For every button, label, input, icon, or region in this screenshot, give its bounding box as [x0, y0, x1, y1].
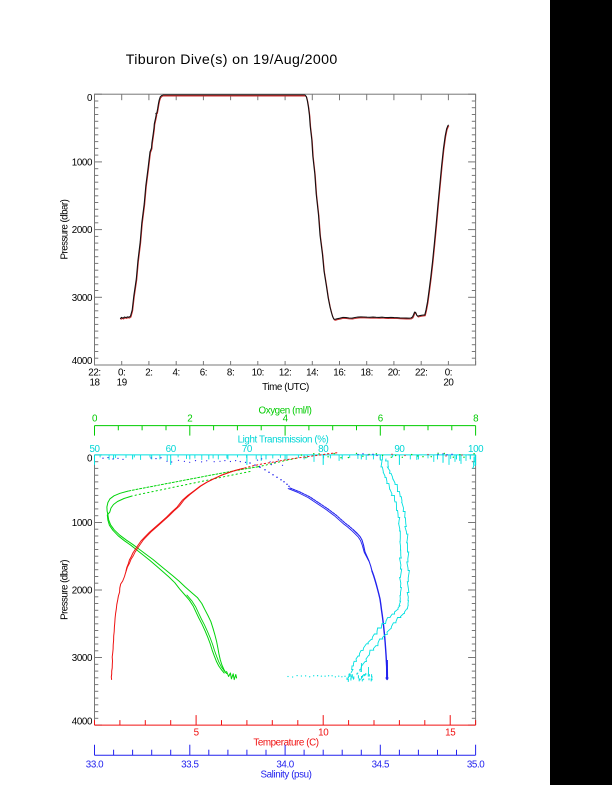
svg-text:Light Transmission (%): Light Transmission (%) [238, 434, 329, 445]
svg-text:3000: 3000 [72, 293, 93, 304]
svg-text:50: 50 [89, 444, 100, 455]
svg-text:5: 5 [194, 728, 200, 739]
svg-text:4000: 4000 [72, 717, 93, 728]
svg-text:100: 100 [468, 444, 484, 455]
svg-text:Temperature (C): Temperature (C) [253, 737, 318, 748]
svg-text:0: 0 [87, 93, 93, 104]
svg-text:33.0: 33.0 [86, 760, 104, 771]
svg-text:4: 4 [283, 414, 289, 425]
svg-text:80: 80 [318, 444, 329, 455]
svg-text:3000: 3000 [72, 653, 93, 664]
svg-text:4000: 4000 [72, 356, 93, 367]
svg-text:Pressure (dbar): Pressure (dbar) [59, 199, 70, 259]
svg-text:60: 60 [166, 444, 177, 455]
svg-text:2: 2 [187, 414, 192, 425]
svg-text:Tiburon Dive(s) on 19/Aug/2000: Tiburon Dive(s) on 19/Aug/2000 [126, 52, 338, 68]
svg-text:34.5: 34.5 [372, 760, 390, 771]
svg-text:Time (UTC): Time (UTC) [262, 382, 309, 393]
svg-text:19: 19 [117, 377, 127, 388]
svg-text:10:: 10: [252, 368, 264, 379]
svg-text:18:: 18: [360, 368, 372, 379]
svg-text:4:: 4: [173, 368, 180, 379]
svg-text:35.0: 35.0 [467, 760, 485, 771]
svg-text:0:: 0: [445, 368, 452, 379]
svg-text:0:: 0: [118, 368, 125, 379]
svg-text:33.5: 33.5 [181, 760, 199, 771]
svg-text:10: 10 [318, 728, 329, 739]
svg-text:20: 20 [443, 377, 454, 388]
svg-text:1000: 1000 [72, 518, 93, 529]
svg-text:20:: 20: [388, 368, 400, 379]
svg-text:22:: 22: [415, 368, 427, 379]
svg-text:34.0: 34.0 [276, 760, 294, 771]
svg-text:70: 70 [242, 444, 253, 455]
svg-text:12:: 12: [279, 368, 291, 379]
svg-text:18: 18 [89, 377, 100, 388]
svg-text:6:: 6: [200, 368, 207, 379]
svg-text:90: 90 [394, 444, 405, 455]
svg-text:6: 6 [378, 414, 384, 425]
svg-text:Oxygen (ml/l): Oxygen (ml/l) [258, 406, 311, 417]
svg-text:Pressure (dbar): Pressure (dbar) [59, 560, 70, 620]
svg-text:22:: 22: [88, 368, 100, 379]
svg-text:8:: 8: [227, 368, 234, 379]
svg-text:0: 0 [92, 414, 98, 425]
svg-text:2:: 2: [145, 368, 152, 379]
svg-text:15: 15 [445, 728, 456, 739]
svg-text:2000: 2000 [72, 225, 93, 236]
svg-text:14:: 14: [306, 368, 318, 379]
svg-text:16:: 16: [333, 368, 345, 379]
svg-text:1000: 1000 [72, 157, 93, 168]
svg-text:8: 8 [473, 414, 479, 425]
svg-text:Salinity (psu): Salinity (psu) [260, 769, 311, 780]
svg-text:2000: 2000 [72, 586, 93, 597]
svg-text:0: 0 [87, 454, 93, 465]
